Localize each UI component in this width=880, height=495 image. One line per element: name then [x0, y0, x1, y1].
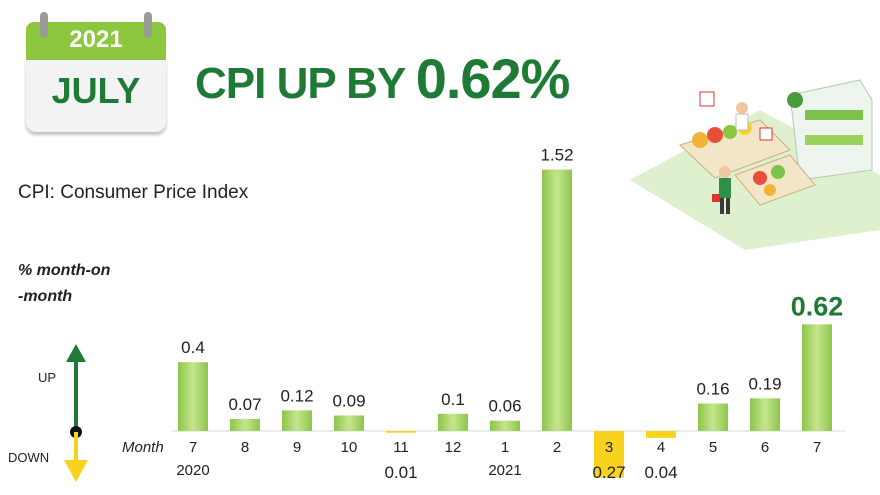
- data-label: 0.62: [791, 291, 844, 321]
- calendar-body: [26, 60, 166, 132]
- bar: [490, 420, 520, 431]
- calendar-header: [26, 22, 166, 60]
- x-tick-label: 3: [605, 439, 613, 456]
- fruit: [692, 132, 708, 148]
- bar: [230, 418, 260, 431]
- data-label: 0.4: [181, 338, 205, 357]
- bar: [542, 169, 572, 431]
- headline: CPI UP BY 0.62%: [195, 46, 571, 111]
- down-arrow-icon: [64, 460, 88, 482]
- fruit: [707, 127, 723, 143]
- price-sign: [699, 91, 715, 107]
- shopper-body: [719, 178, 731, 198]
- x-tick-label: 12: [445, 439, 462, 456]
- bar: [178, 362, 208, 431]
- bar: [438, 413, 468, 431]
- bar: [750, 398, 780, 431]
- bar: [594, 431, 624, 478]
- data-label: 0.19: [748, 374, 781, 393]
- calendar-ring-icon: [40, 12, 48, 38]
- price-sign: [759, 127, 773, 141]
- data-label: 0.27: [592, 463, 625, 482]
- unit-label-line2: -month: [18, 288, 73, 305]
- calendar-month: JULY: [51, 70, 141, 111]
- headline-value: 0.62%: [415, 47, 571, 110]
- up-label: UP: [38, 370, 57, 385]
- year-label: 2021: [488, 462, 521, 479]
- x-tick-label: 8: [241, 439, 249, 456]
- bar: [282, 410, 312, 431]
- data-label: 0.1: [441, 390, 465, 409]
- year-label: 2020: [176, 462, 209, 479]
- bar: [334, 415, 364, 431]
- bar: [698, 403, 728, 431]
- vegetable: [753, 171, 767, 185]
- shopping-basket: [712, 194, 720, 202]
- x-tick-label: 11: [393, 439, 409, 456]
- shelf-vegetables: [805, 110, 863, 120]
- bar: [386, 431, 416, 433]
- vendor-body: [735, 113, 749, 131]
- x-tick-label: 7: [189, 439, 197, 456]
- data-label: 0.07: [228, 395, 261, 414]
- shelf-vegetables: [805, 135, 863, 145]
- shopper-leg: [726, 198, 730, 214]
- vegetable: [764, 184, 776, 196]
- shopper-leg: [720, 198, 724, 214]
- x-tick-label: 1: [501, 439, 509, 456]
- data-label: 0.04: [644, 463, 677, 482]
- crate-stand: [734, 154, 816, 206]
- vegetable: [771, 165, 785, 179]
- calendar-ring-icon: [144, 12, 152, 38]
- vendor: [736, 102, 748, 114]
- x-tick-label: 9: [293, 439, 301, 456]
- data-label: 1.52: [540, 146, 573, 165]
- x-tick-label: 6: [761, 439, 769, 456]
- headline-prefix: CPI UP BY: [195, 59, 416, 108]
- calendar-year: 2021: [69, 26, 123, 53]
- up-arrow-icon: [66, 344, 86, 362]
- x-tick-label: 4: [657, 439, 665, 456]
- x-tick-label: 2: [553, 439, 561, 456]
- data-label: 0.01: [384, 463, 417, 482]
- data-label: 0.09: [332, 392, 365, 411]
- data-label: 0.06: [488, 397, 521, 416]
- plant: [787, 92, 803, 108]
- subtitle: CPI: Consumer Price Index: [18, 182, 249, 203]
- data-label: 0.12: [280, 386, 313, 405]
- x-tick-label: 10: [341, 439, 358, 456]
- data-label: 0.16: [696, 379, 729, 398]
- bar: [802, 324, 832, 431]
- x-tick-label: 5: [709, 439, 717, 456]
- shopper: [719, 166, 731, 178]
- unit-label-line1: % month-on: [18, 262, 111, 279]
- bar: [646, 431, 676, 438]
- x-axis-label: Month: [122, 439, 164, 456]
- fruit: [723, 125, 737, 139]
- calendar-badge: 2021 JULY: [26, 12, 166, 132]
- x-tick-label: 7: [813, 439, 821, 456]
- down-label: DOWN: [8, 450, 50, 465]
